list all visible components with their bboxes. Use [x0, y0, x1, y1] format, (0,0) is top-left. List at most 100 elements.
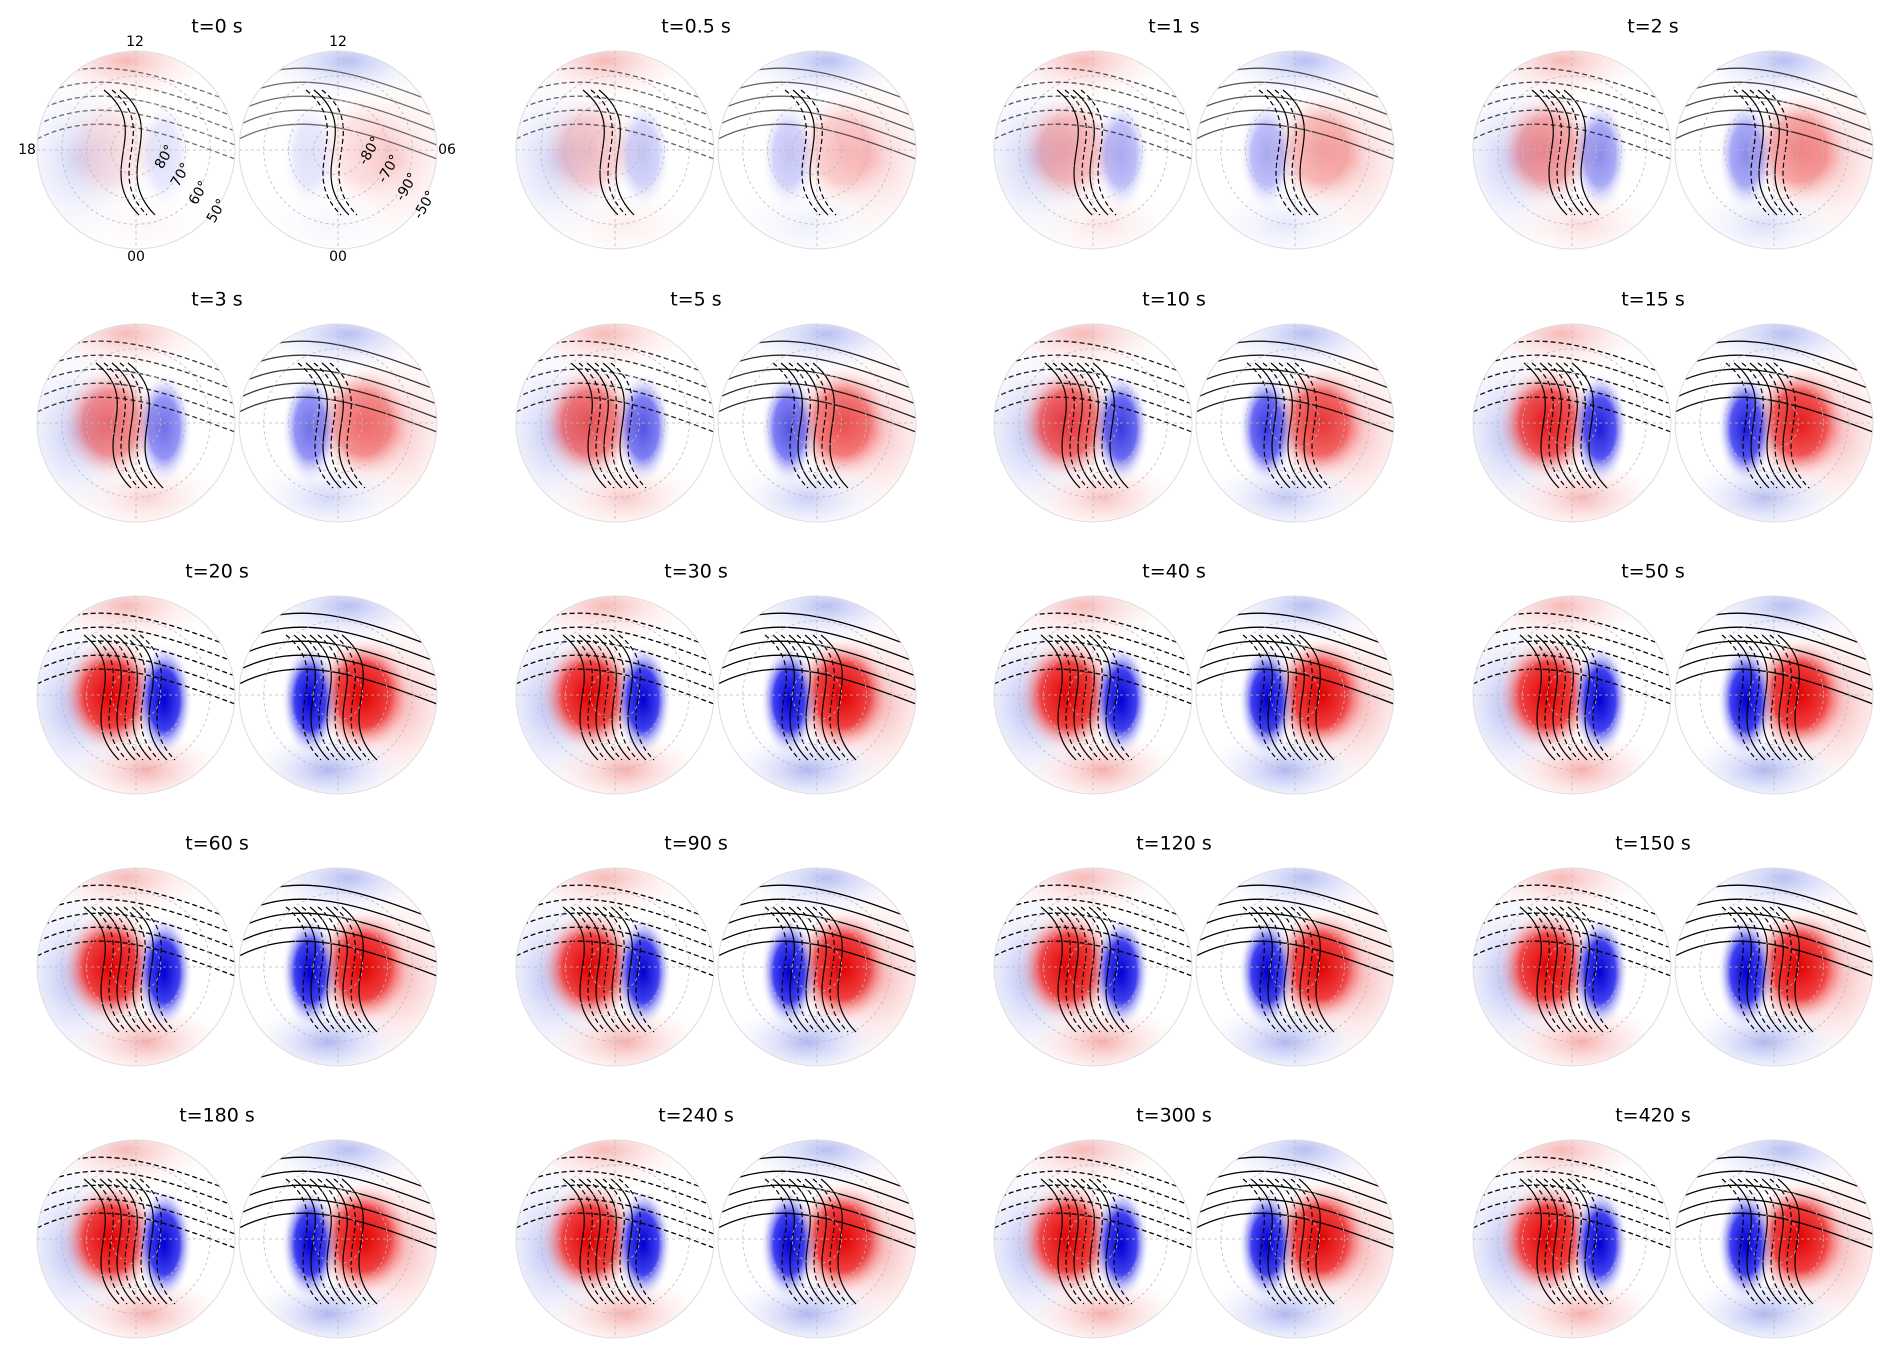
- contour: [1072, 634, 1109, 761]
- contour: [1056, 906, 1093, 1033]
- polar-map: [994, 596, 1192, 794]
- contour: [1092, 362, 1129, 489]
- contour: [1068, 362, 1105, 489]
- contour: [333, 1178, 370, 1305]
- contour: [1725, 362, 1762, 489]
- contour: [1543, 634, 1580, 761]
- contour: [618, 906, 655, 1033]
- contour: [1242, 1178, 1279, 1305]
- axis-label: 12: [126, 34, 144, 50]
- contour: [1769, 1178, 1806, 1305]
- contour: [1266, 906, 1303, 1033]
- contour: [1196, 109, 1394, 146]
- contour: [602, 362, 639, 489]
- contour: [285, 906, 322, 1033]
- contour: [325, 634, 362, 761]
- contour: [578, 1178, 615, 1305]
- lat-grid: [767, 645, 867, 745]
- contour: [1044, 362, 1081, 489]
- map-border: [238, 1139, 438, 1339]
- contour: [1551, 1178, 1588, 1305]
- map-border: [238, 595, 438, 795]
- contour: [610, 906, 647, 1033]
- contour: [1294, 362, 1331, 489]
- contour: [1765, 89, 1802, 216]
- contour: [618, 634, 655, 761]
- negative-cell: [1718, 917, 1774, 1027]
- map-border: [993, 595, 1193, 795]
- contour: [812, 362, 849, 489]
- panel-title: t=5 s: [670, 289, 721, 311]
- negative-cell: [136, 373, 192, 483]
- negative-cell: [136, 100, 192, 210]
- axis-label: 18: [18, 142, 36, 158]
- panel-title: t=50 s: [1621, 561, 1685, 583]
- contour: [1088, 906, 1125, 1033]
- contour: [1675, 640, 1873, 677]
- contour: [780, 362, 817, 489]
- contour: [1064, 89, 1101, 216]
- negative-cell: [1572, 917, 1628, 1027]
- polar-map: [1196, 868, 1394, 1066]
- lat-grid: [1245, 1189, 1345, 1289]
- lat-grid: [767, 373, 867, 473]
- contour: [329, 362, 366, 489]
- negative-cell: [761, 645, 817, 755]
- panel-title: t=120 s: [1136, 833, 1212, 855]
- contour: [1575, 634, 1612, 761]
- contour: [127, 362, 164, 489]
- contour: [570, 362, 607, 489]
- contour: [598, 89, 635, 216]
- lat-grid: [1043, 1189, 1143, 1289]
- contour: [820, 1178, 857, 1305]
- polar-map: [1473, 51, 1671, 249]
- contour: [1761, 906, 1798, 1033]
- contour: [586, 362, 623, 489]
- negative-cell: [282, 917, 338, 1027]
- map-border: [36, 1139, 236, 1339]
- contour: [796, 1178, 833, 1305]
- contour: [321, 89, 358, 216]
- contour: [812, 906, 849, 1033]
- contour: [1290, 906, 1327, 1033]
- negative-cell: [136, 1189, 192, 1299]
- contour: [1274, 906, 1311, 1033]
- contour: [1773, 362, 1810, 489]
- contour: [313, 89, 350, 216]
- contour: [562, 906, 599, 1033]
- contour: [1254, 362, 1291, 489]
- contour: [1298, 634, 1335, 761]
- contour: [1559, 906, 1596, 1033]
- lat-grid: [1724, 645, 1824, 745]
- contour: [1559, 1178, 1596, 1305]
- polar-map: [37, 868, 235, 1066]
- lat-grid: [86, 1189, 186, 1289]
- lat-grid: [565, 917, 665, 1017]
- contour: [1270, 362, 1307, 489]
- polar-map: [1675, 51, 1873, 249]
- contour: [1274, 1178, 1311, 1305]
- negative-cell: [136, 645, 192, 755]
- contour: [594, 634, 631, 761]
- contour: [1777, 1178, 1814, 1305]
- contour: [115, 906, 152, 1033]
- contour: [602, 634, 639, 761]
- map-border: [1472, 867, 1672, 1067]
- contour: [570, 634, 607, 761]
- contour: [1555, 89, 1592, 216]
- contour: [594, 1178, 631, 1305]
- contour: [1250, 1178, 1287, 1305]
- contour: [1064, 1178, 1101, 1305]
- contour: [325, 1178, 362, 1305]
- contour: [610, 634, 647, 761]
- lat-grid: [1522, 100, 1622, 200]
- panel-title: t=180 s: [179, 1105, 255, 1127]
- map-border: [717, 867, 917, 1067]
- contour: [1753, 634, 1790, 761]
- contour: [1765, 362, 1802, 489]
- contour: [99, 634, 136, 761]
- contour: [131, 1178, 168, 1305]
- contour: [1080, 89, 1117, 216]
- contour: [123, 906, 160, 1033]
- contour: [341, 906, 378, 1033]
